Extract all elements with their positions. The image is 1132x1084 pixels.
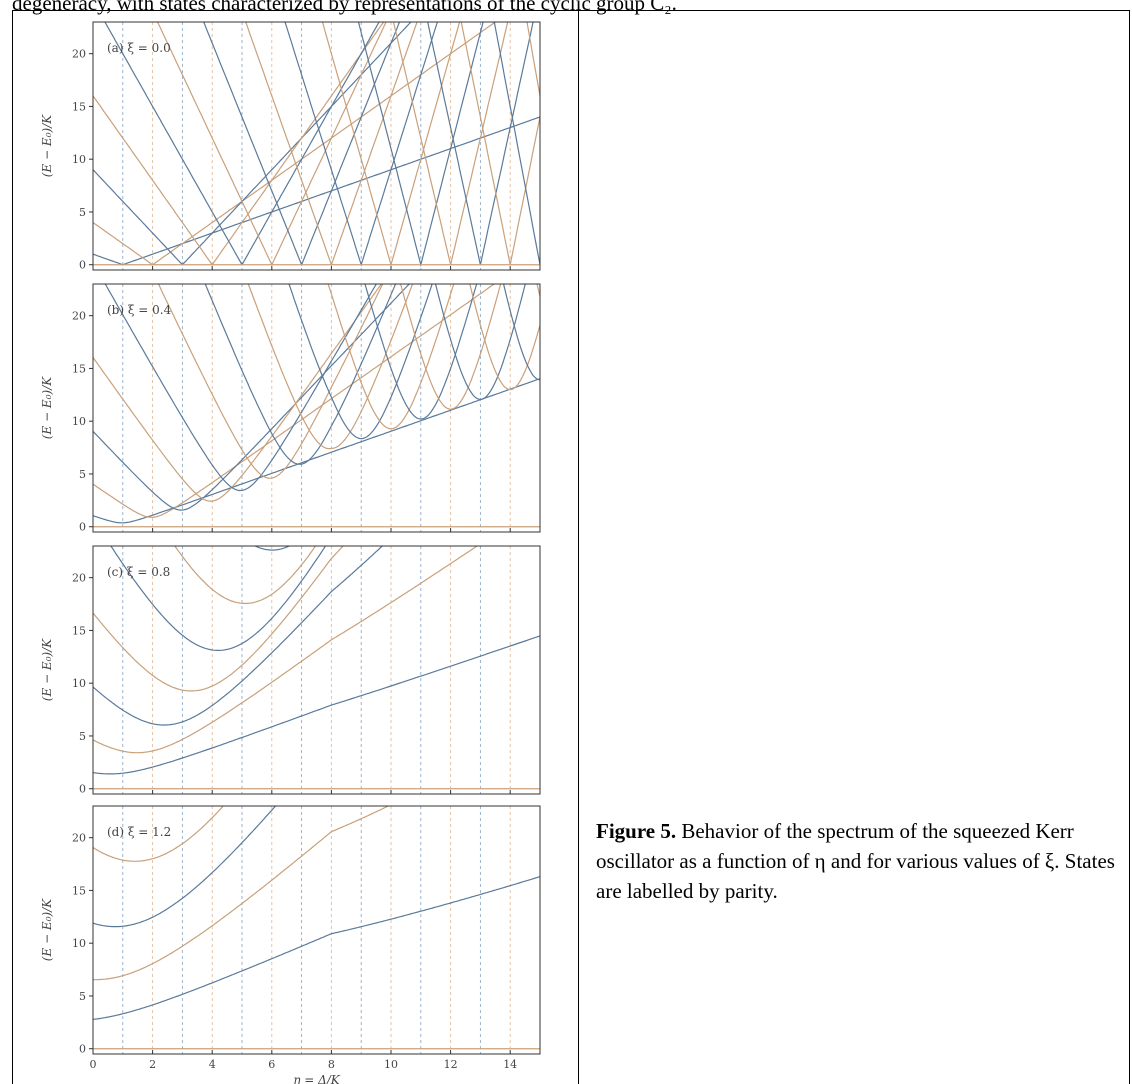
energy-level-curve xyxy=(104,284,377,492)
y-tick-label: 0 xyxy=(79,521,86,534)
y-tick-label: 20 xyxy=(72,572,86,585)
x-tick-label: 14 xyxy=(503,1058,517,1071)
figure-caption: Figure 5. Behavior of the spectrum of th… xyxy=(596,816,1116,906)
energy-level-curve xyxy=(93,16,540,397)
y-axis-label: (E − E₀)/K xyxy=(40,638,54,701)
y-tick-label: 5 xyxy=(79,468,86,481)
y-tick-label: 15 xyxy=(72,100,86,113)
y-tick-label: 0 xyxy=(79,783,86,796)
energy-level-curve xyxy=(460,22,540,265)
energy-level-curve xyxy=(245,22,418,267)
energy-level-curve xyxy=(204,284,397,465)
energy-level-curve xyxy=(93,284,411,511)
panel-2: 0 5 10 15 20 (E − E₀)/K (b) ξ = 0.4 xyxy=(40,16,541,534)
energy-level-curve xyxy=(284,22,438,267)
x-axis-label: η = Δ/K xyxy=(293,1073,341,1084)
y-axis-label: (E − E₀)/K xyxy=(40,114,54,177)
y-axis-label: (E − E₀)/K xyxy=(40,376,54,439)
y-tick-label: 20 xyxy=(72,832,86,845)
panel-frame xyxy=(92,545,541,795)
energy-level-curve xyxy=(427,22,534,265)
y-tick-label: 20 xyxy=(72,310,86,323)
preceding-text-line: degeneracy, with states characterized by… xyxy=(12,0,677,15)
energy-level-curve xyxy=(93,16,540,131)
energy-level-curve xyxy=(392,22,509,265)
energy-level-curve xyxy=(364,284,478,420)
energy-level-curve xyxy=(93,806,277,928)
energy-level-curve xyxy=(93,22,385,266)
energy-level-curve xyxy=(93,271,540,693)
panel-frame xyxy=(92,805,541,1055)
energy-level-curve xyxy=(93,635,540,775)
y-tick-label: 15 xyxy=(72,884,86,897)
x-tick-label: 6 xyxy=(268,1058,275,1071)
energy-level-curve xyxy=(434,284,526,401)
energy-level-curve xyxy=(469,284,540,391)
y-tick-label: 0 xyxy=(79,259,86,272)
x-tick-label: 8 xyxy=(328,1058,335,1071)
panel-3: 0 5 10 15 20 (E − E₀)/K (c) ξ = 0.8 xyxy=(40,16,541,796)
x-tick-label: 12 xyxy=(444,1058,458,1071)
y-tick-label: 10 xyxy=(72,937,86,950)
energy-level-curve xyxy=(93,284,496,518)
energy-level-curve xyxy=(93,876,540,1020)
energy-level-curve xyxy=(93,378,540,524)
caption-label: Figure 5. xyxy=(596,819,677,843)
energy-level-curve xyxy=(536,284,540,297)
energy-level-curve xyxy=(399,284,502,410)
energy-level-curve xyxy=(156,22,387,267)
energy-level-curve xyxy=(503,284,540,381)
energy-level-curve xyxy=(93,806,224,862)
x-tick-label: 10 xyxy=(384,1058,398,1071)
y-tick-label: 15 xyxy=(72,362,86,375)
panel-4: 0 5 10 15 20 0 2 4 6 8 10 12 14 η = Δ/K (E − E₀)/K (d) … xyxy=(40,271,541,1084)
panel-label: (d) ξ = 1.2 xyxy=(107,825,171,839)
energy-level-curve xyxy=(93,16,540,32)
energy-level-curve xyxy=(93,546,479,754)
x-tick-label: 2 xyxy=(149,1058,156,1071)
energy-level-curve xyxy=(93,16,540,280)
y-tick-label: 10 xyxy=(72,153,86,166)
energy-level-curve xyxy=(93,546,384,726)
panel-frame xyxy=(92,21,541,271)
panel-label: (b) ξ = 0.4 xyxy=(107,303,172,317)
energy-level-curve xyxy=(104,22,380,266)
energy-level-curve xyxy=(157,284,384,479)
panel-1: 0 5 10 15 20 (E − E₀)/K (a) ξ = 0.0 xyxy=(40,21,541,272)
caption-text: Behavior of the spectrum of the squeezed… xyxy=(596,819,1115,903)
energy-level-curve xyxy=(93,284,383,502)
x-tick-label: 4 xyxy=(209,1058,216,1071)
y-tick-label: 0 xyxy=(79,1043,86,1056)
figure-table xyxy=(12,10,1130,1084)
panel-frame xyxy=(92,283,541,533)
y-tick-label: 10 xyxy=(72,415,86,428)
energy-level-curve xyxy=(93,806,390,981)
energy-level-curve xyxy=(203,22,401,267)
y-tick-label: 5 xyxy=(79,990,86,1003)
energy-level-curve xyxy=(247,284,414,450)
energy-level-curve xyxy=(253,546,291,551)
y-tick-label: 5 xyxy=(79,206,86,219)
y-tick-label: 10 xyxy=(72,677,86,690)
x-tick-label: 0 xyxy=(90,1058,97,1071)
energy-level-curve xyxy=(288,284,433,440)
panel-label: (a) ξ = 0.0 xyxy=(107,41,171,55)
column-divider xyxy=(578,11,579,1084)
energy-level-curve xyxy=(93,546,344,692)
y-tick-label: 5 xyxy=(79,730,86,743)
y-tick-label: 15 xyxy=(72,624,86,637)
energy-level-curve xyxy=(110,546,327,651)
y-axis-label: (E − E₀)/K xyxy=(40,898,54,961)
y-tick-label: 20 xyxy=(72,48,86,61)
panel-label: (c) ξ = 0.8 xyxy=(107,565,170,579)
energy-level-curve xyxy=(357,22,484,268)
